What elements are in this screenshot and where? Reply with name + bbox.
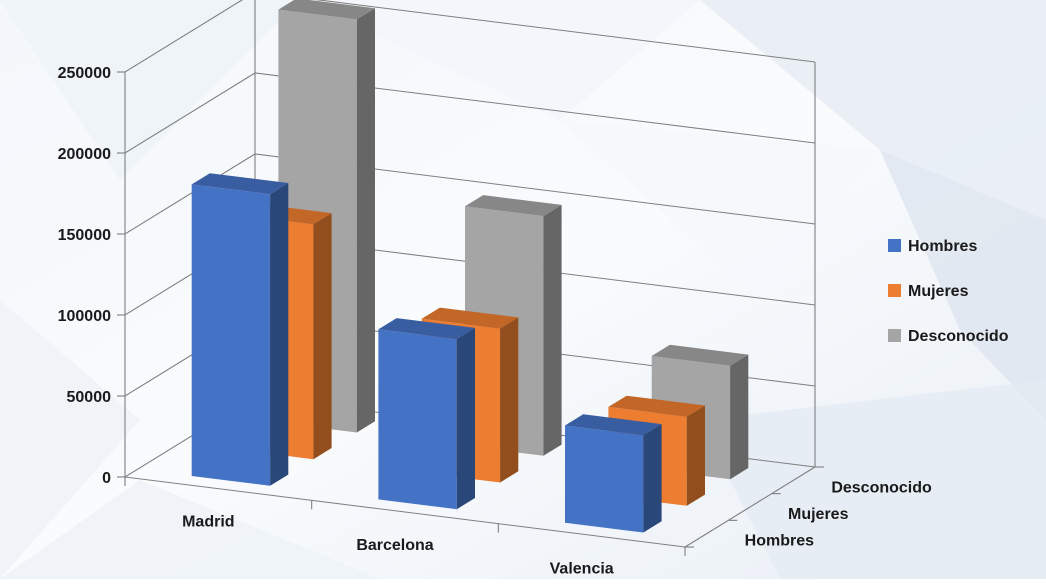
background-facet <box>700 380 1046 579</box>
background-facet <box>0 0 300 180</box>
bar-top-face <box>565 414 662 436</box>
bar-front-face <box>565 425 644 533</box>
legend-label: Hombres <box>908 238 977 255</box>
background-facet <box>300 0 700 120</box>
gridline <box>124 0 816 73</box>
bar-side-face <box>730 354 749 480</box>
legend-label: Desconocido <box>908 328 1009 345</box>
legend-swatch <box>888 329 901 342</box>
y-tick-label: 250000 <box>58 65 111 82</box>
background-facet <box>560 120 880 300</box>
background-facet <box>880 150 1046 420</box>
depth-label: Mujeres <box>788 506 849 523</box>
bar-hombres-barcelona <box>378 318 475 510</box>
bar-top-face <box>278 0 375 20</box>
category-label: Valencia <box>550 560 614 577</box>
bar-top-face <box>421 307 519 329</box>
bar-front-face <box>378 329 457 510</box>
y-tick-label: 200000 <box>58 146 111 163</box>
bars <box>191 0 749 533</box>
depth-label: Desconocido <box>831 479 932 496</box>
bar-side-face <box>456 327 475 510</box>
depth-axis-line <box>684 466 816 548</box>
bar-side-face <box>270 183 289 486</box>
bar-side-face <box>313 213 332 460</box>
bar-top-face <box>651 344 749 366</box>
category-label: Madrid <box>182 514 234 531</box>
bar-top-face <box>608 395 705 417</box>
depth-label: Hombres <box>745 533 814 550</box>
category-label: Barcelona <box>356 537 433 554</box>
bar-side-face <box>686 405 705 506</box>
x-axis-line <box>124 476 686 548</box>
bar-top-face <box>378 318 475 340</box>
background-facet <box>0 300 140 579</box>
bar-side-face <box>500 317 519 483</box>
y-tick-label: 50000 <box>67 389 112 406</box>
background-facet <box>700 0 1046 220</box>
legend-label: Mujeres <box>908 283 969 300</box>
bar-side-face <box>543 204 562 456</box>
axes: 0 50000 100000 150000 200000 250000 Madrid Barc… <box>58 65 932 577</box>
legend-swatch <box>888 239 901 252</box>
y-tick-label: 0 <box>102 470 111 487</box>
bar-top-face <box>465 195 562 217</box>
bar-top-face <box>191 173 289 195</box>
legend-swatch <box>888 284 901 297</box>
bar-front-face <box>191 184 271 486</box>
background-facet <box>0 480 380 579</box>
bar-side-face <box>643 424 662 533</box>
y-tick-label: 150000 <box>58 227 111 244</box>
bar-hombres-madrid <box>191 173 289 486</box>
bar-hombres-valencia <box>565 414 662 533</box>
bar-side-face <box>356 8 375 433</box>
y-tick-label: 100000 <box>58 308 111 325</box>
legend: Hombres Mujeres Desconocido <box>888 238 1009 345</box>
